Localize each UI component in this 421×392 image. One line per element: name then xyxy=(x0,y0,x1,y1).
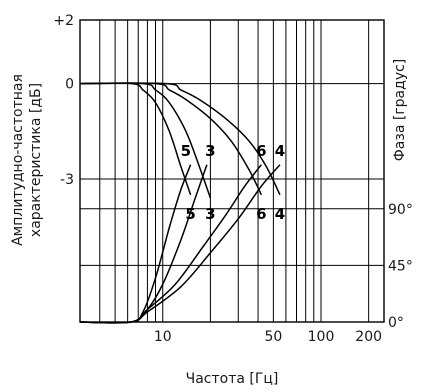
x-tick-label: 10 xyxy=(154,329,172,345)
grid xyxy=(79,19,385,323)
amplitude-curve-6 xyxy=(79,82,263,196)
amplitude-curve-5 xyxy=(79,82,192,196)
x-tick-label: 200 xyxy=(355,329,382,345)
y-axis-right-label: Фаза [градус] xyxy=(392,59,408,162)
plot-frame xyxy=(79,19,385,323)
phase-curve-6 xyxy=(79,164,262,324)
amplitude-tick-label: -3 xyxy=(60,172,74,188)
y-axis-left-label: Амплитудно-частотная характеристика [дБ] xyxy=(10,74,44,246)
curve-label-4: 4 xyxy=(275,205,285,223)
curve-label-4: 4 xyxy=(275,142,285,160)
amplitude-tick-label: +2 xyxy=(53,13,74,29)
phase-curve-4 xyxy=(79,164,281,324)
svg-text:Амплитудно-частотная: Амплитудно-частотная xyxy=(10,74,26,246)
curve-label-5: 5 xyxy=(185,205,195,223)
curves xyxy=(79,82,281,324)
phase-tick-label: 90° xyxy=(388,202,413,218)
curve-label-6: 6 xyxy=(256,142,266,160)
curve-label-5: 5 xyxy=(181,142,191,160)
x-tick-label: 50 xyxy=(264,329,282,345)
tick-labels: 10 50 100 200 +2 0 -3 90° 45° 0° xyxy=(53,13,412,345)
phase-tick-label: 45° xyxy=(388,258,413,274)
amplitude-tick-label: 0 xyxy=(65,77,74,93)
x-axis-label: Частота [Гц] xyxy=(186,371,279,387)
amplitude-curve-4 xyxy=(79,82,281,196)
curve-labels: 5 3 6 45 3 6 4 xyxy=(181,142,285,223)
phase-curve-5 xyxy=(79,164,192,324)
phase-tick-label: 0° xyxy=(388,315,404,331)
curve-label-3: 3 xyxy=(205,142,215,160)
x-tick-label: 100 xyxy=(308,329,335,345)
curve-label-6: 6 xyxy=(256,205,266,223)
svg-text:характеристика [дБ]: характеристика [дБ] xyxy=(28,83,44,237)
curve-label-3: 3 xyxy=(205,205,215,223)
